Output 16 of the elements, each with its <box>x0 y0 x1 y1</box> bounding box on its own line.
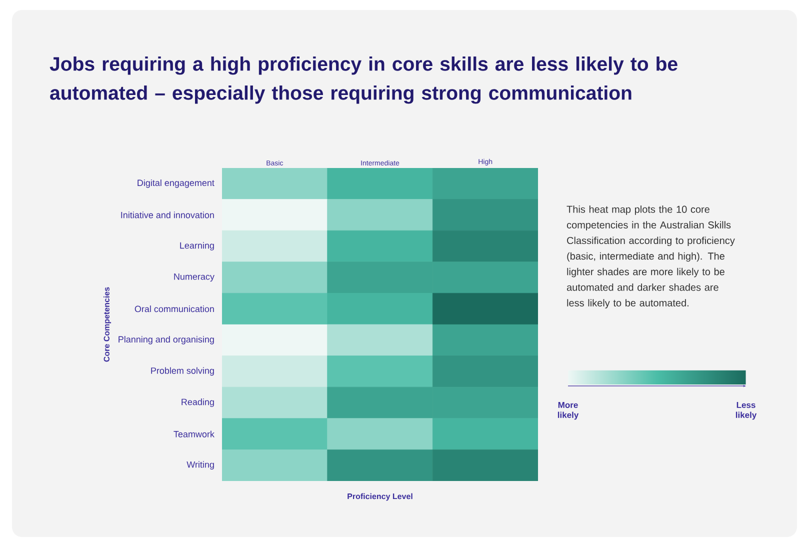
y-tick-label: Learning <box>180 242 214 250</box>
x-axis-title: Proficiency Level <box>348 493 412 501</box>
y-tick-label: Numeracy <box>174 274 214 282</box>
chart-title: Jobs requiring a high proficiency in core skills are less likely to be automated – especially those requiring strong communication <box>50 56 678 104</box>
y-tick-label: Writing <box>186 461 214 470</box>
y-tick-label: Digital engagement <box>138 179 214 188</box>
color-bar-label: More likely <box>558 402 579 420</box>
text: This heat map plots the 10 core competencies in the Australian Skills Classification according to proficiency (basic, intermediate and high). The lighter shades are more likely to be automated and darker shades are less likely to be automated. <box>566 206 735 308</box>
y-tick-label: Reading <box>182 398 214 407</box>
color-bar-label: Less likely <box>736 402 757 420</box>
y-axis-title: Core Competencies <box>104 287 112 362</box>
y-tick-label: Planning and organising <box>118 336 214 344</box>
y-tick-label: Teamwork <box>174 430 214 438</box>
y-tick-label: Problem solving <box>151 367 214 376</box>
y-tick-label: Initiative and innovation <box>121 212 214 218</box>
y-tick-label: Oral communication <box>134 306 214 312</box>
